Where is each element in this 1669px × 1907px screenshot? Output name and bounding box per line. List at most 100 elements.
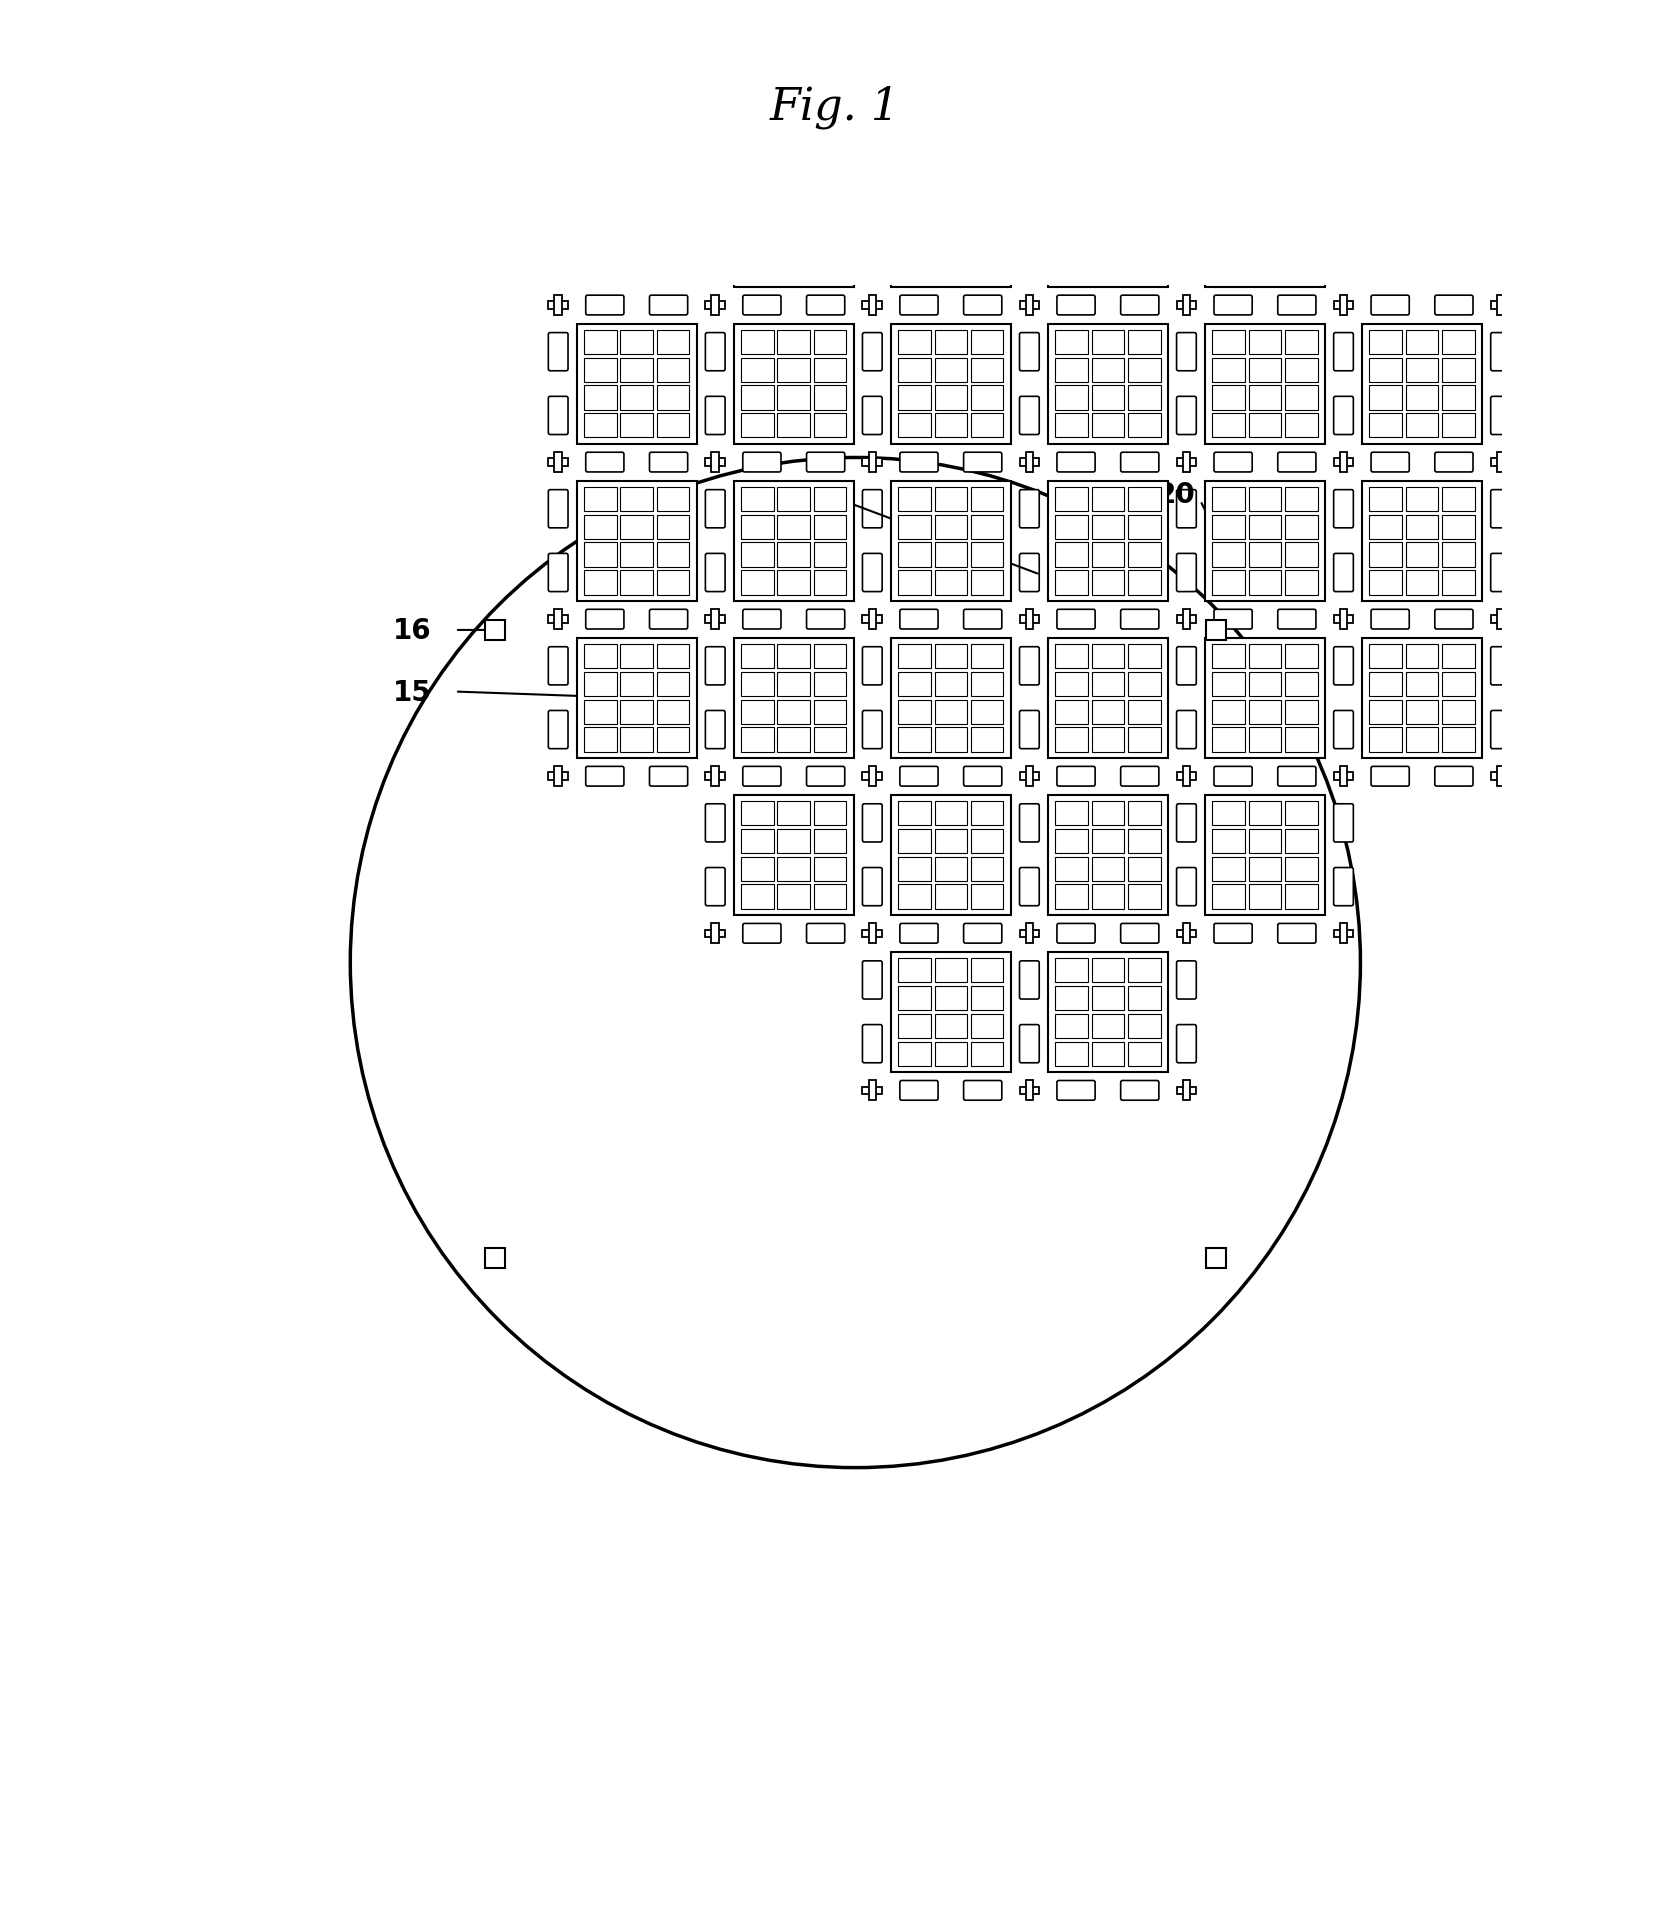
Bar <box>971 330 1003 355</box>
Bar <box>1048 481 1168 601</box>
Bar <box>814 229 846 254</box>
FancyBboxPatch shape <box>1177 334 1197 372</box>
Bar <box>1340 296 1347 317</box>
Bar <box>1055 17 1088 40</box>
Bar <box>1369 570 1402 595</box>
FancyBboxPatch shape <box>900 1081 938 1100</box>
Bar <box>935 728 966 751</box>
Bar <box>1334 145 1354 153</box>
Bar <box>778 515 809 540</box>
Bar <box>621 330 653 355</box>
Bar <box>1362 481 1482 601</box>
Bar <box>935 1041 966 1066</box>
Bar <box>1334 616 1354 624</box>
Bar <box>1092 257 1125 280</box>
Bar <box>868 610 876 629</box>
FancyBboxPatch shape <box>806 767 845 788</box>
Bar <box>971 174 1003 198</box>
Bar <box>1092 830 1125 854</box>
FancyBboxPatch shape <box>1177 711 1197 749</box>
Bar <box>1020 145 1040 153</box>
Bar <box>814 359 846 383</box>
Bar <box>1285 359 1317 383</box>
Bar <box>1442 673 1475 696</box>
Bar <box>1248 801 1282 826</box>
Bar <box>1405 488 1439 511</box>
Bar <box>1442 728 1475 751</box>
Bar <box>935 99 966 124</box>
Bar <box>1285 830 1317 854</box>
Bar <box>814 515 846 540</box>
Bar <box>1177 460 1197 467</box>
Bar <box>1340 139 1347 158</box>
Bar <box>1055 515 1088 540</box>
Text: 10: 10 <box>786 481 826 509</box>
Bar <box>1092 359 1125 383</box>
FancyBboxPatch shape <box>1334 177 1354 215</box>
FancyBboxPatch shape <box>549 555 567 593</box>
Bar <box>1285 856 1317 881</box>
FancyBboxPatch shape <box>806 296 845 317</box>
Bar <box>1369 330 1402 355</box>
Bar <box>1020 460 1040 467</box>
Bar <box>814 414 846 439</box>
Bar <box>1092 44 1125 69</box>
FancyBboxPatch shape <box>863 240 883 278</box>
Bar <box>1285 543 1317 568</box>
Bar <box>1442 700 1475 725</box>
Bar <box>1055 959 1088 982</box>
FancyBboxPatch shape <box>1120 767 1158 788</box>
FancyBboxPatch shape <box>1490 711 1510 749</box>
Bar <box>621 728 653 751</box>
FancyBboxPatch shape <box>1213 139 1252 158</box>
Bar <box>1497 610 1504 629</box>
Bar <box>814 330 846 355</box>
FancyBboxPatch shape <box>1020 646 1040 685</box>
FancyBboxPatch shape <box>806 610 845 629</box>
Bar <box>935 229 966 254</box>
Bar <box>1442 570 1475 595</box>
Bar <box>868 296 876 317</box>
Bar <box>898 885 931 910</box>
Bar <box>1490 301 1510 309</box>
Bar <box>778 856 809 881</box>
Bar <box>778 645 809 669</box>
Bar <box>1285 229 1317 254</box>
FancyBboxPatch shape <box>1020 397 1040 435</box>
Bar <box>1055 202 1088 225</box>
Bar <box>1205 324 1325 444</box>
Bar <box>1055 1041 1088 1066</box>
Bar <box>1248 645 1282 669</box>
Bar <box>814 645 846 669</box>
Bar <box>1212 174 1245 198</box>
Bar <box>656 728 689 751</box>
Bar <box>1092 515 1125 540</box>
Bar <box>971 885 1003 910</box>
FancyBboxPatch shape <box>1177 961 1197 999</box>
Bar <box>1092 99 1125 124</box>
Bar <box>1128 959 1160 982</box>
Bar <box>1340 610 1347 629</box>
Bar <box>1248 728 1282 751</box>
FancyBboxPatch shape <box>706 555 724 593</box>
FancyBboxPatch shape <box>706 177 724 215</box>
Bar <box>1248 543 1282 568</box>
FancyBboxPatch shape <box>1177 868 1197 906</box>
Bar <box>621 543 653 568</box>
Bar <box>1248 700 1282 725</box>
Bar <box>1369 543 1402 568</box>
Bar <box>898 202 931 225</box>
FancyBboxPatch shape <box>1334 711 1354 749</box>
Bar <box>706 616 724 624</box>
Bar <box>554 454 562 473</box>
FancyBboxPatch shape <box>1056 1081 1095 1100</box>
FancyBboxPatch shape <box>743 296 781 317</box>
Bar <box>891 952 1011 1072</box>
Bar <box>1212 830 1245 854</box>
Bar <box>706 301 724 309</box>
Bar <box>621 515 653 540</box>
Bar <box>1205 795 1325 915</box>
Bar <box>711 454 719 473</box>
Bar <box>741 543 774 568</box>
Bar <box>577 481 696 601</box>
